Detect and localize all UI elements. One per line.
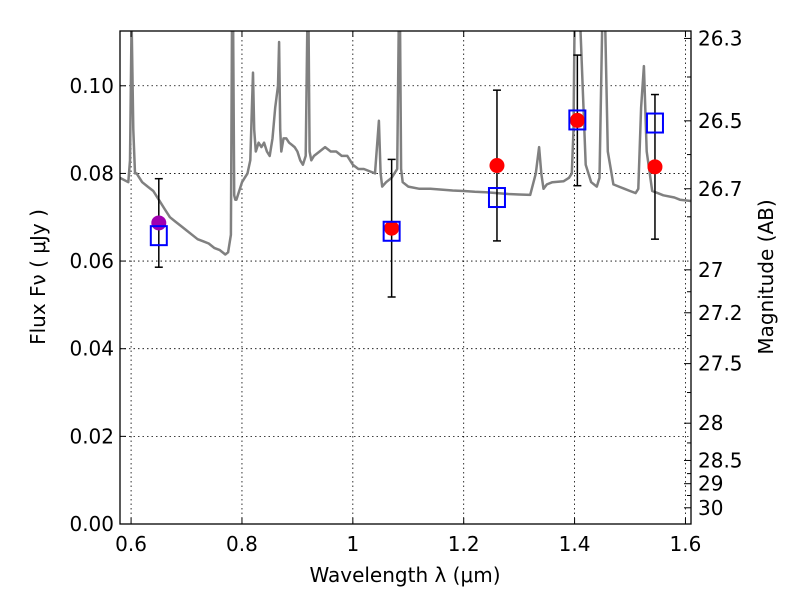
y-axis-title: Flux Fν ( μJy ) bbox=[26, 209, 50, 345]
y-tick-label: 0.00 bbox=[69, 512, 114, 536]
model-point bbox=[149, 225, 168, 247]
x-axis-title: Wavelength λ (μm) bbox=[309, 563, 500, 587]
right-tick-label: 28 bbox=[698, 411, 723, 435]
plot-frame bbox=[119, 30, 692, 525]
x-tick-label: 1 bbox=[346, 532, 359, 556]
model-point bbox=[487, 187, 506, 209]
right-tick-label: 26.7 bbox=[698, 177, 743, 201]
right-axis-title: Magnitude (AB) bbox=[754, 199, 778, 354]
y-tick-label: 0.08 bbox=[69, 161, 114, 185]
model-point bbox=[382, 220, 401, 242]
observed-point bbox=[489, 158, 505, 174]
x-tick-label: 1.2 bbox=[448, 532, 480, 556]
right-tick-label: 29 bbox=[698, 472, 723, 496]
model-point bbox=[568, 109, 587, 131]
model-point bbox=[645, 112, 664, 134]
y-tick-label: 0.02 bbox=[69, 424, 114, 448]
right-tick-label: 27.5 bbox=[698, 352, 743, 376]
y-tick-label: 0.06 bbox=[69, 249, 114, 273]
observed-point bbox=[384, 220, 400, 236]
right-tick-label: 30 bbox=[698, 496, 723, 520]
x-tick-label: 0.8 bbox=[226, 532, 258, 556]
model-spectrum-line bbox=[120, 31, 691, 256]
right-tick-label: 26.5 bbox=[698, 109, 743, 133]
x-tick-label: 1.6 bbox=[670, 532, 702, 556]
y-tick-label: 0.04 bbox=[69, 337, 114, 361]
x-tick-label: 1.4 bbox=[559, 532, 591, 556]
right-tick-label: 27 bbox=[698, 258, 723, 282]
observed-point bbox=[569, 112, 585, 128]
grid bbox=[120, 31, 691, 524]
x-tick-label: 0.6 bbox=[115, 532, 147, 556]
plot-area bbox=[120, 31, 691, 298]
observed-point bbox=[151, 215, 167, 231]
observed-point bbox=[647, 159, 663, 175]
y-tick-label: 0.10 bbox=[69, 74, 114, 98]
x-axis: 0.6 0.8 1 1.2 1.4 1.6 bbox=[115, 31, 701, 556]
right-tick-label: 27.2 bbox=[698, 301, 743, 325]
right-tick-label: 28.5 bbox=[698, 448, 743, 472]
y-axis-left: 0.00 0.02 0.04 0.06 0.08 0.10 bbox=[69, 74, 126, 536]
right-tick-label: 26.3 bbox=[698, 26, 743, 50]
